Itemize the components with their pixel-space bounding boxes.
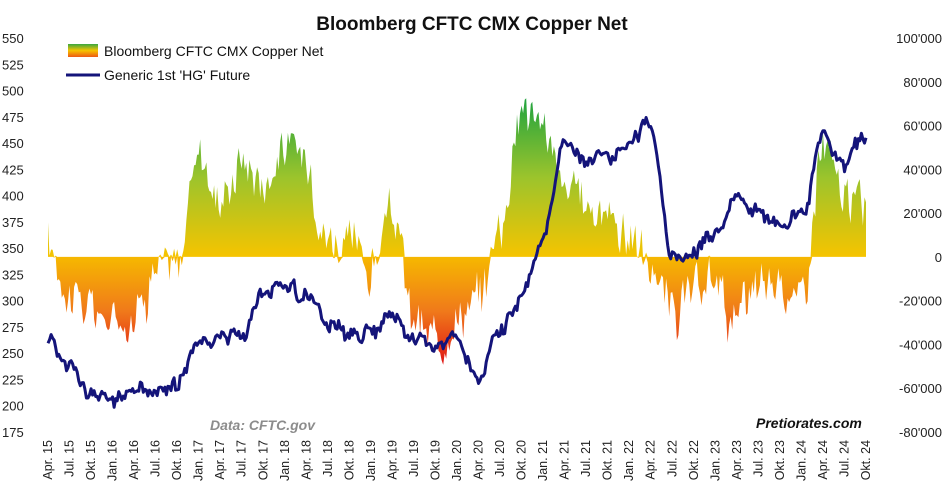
left-tick-label: 425 — [2, 162, 24, 177]
left-tick-label: 300 — [2, 294, 24, 309]
x-tick-label: Apr. 20 — [472, 440, 486, 480]
left-tick-label: 250 — [2, 346, 24, 361]
x-tick-label: Jul. 20 — [493, 440, 507, 477]
brand-watermark: Pretiorates.com — [756, 415, 862, 431]
left-axis-ticks: 550 525 500 475 450 425 400 375 350 325 300 275 250 2… — [2, 31, 24, 440]
x-tick-label: Jul. 18 — [321, 440, 335, 477]
right-tick-label: 20'000 — [903, 206, 942, 221]
left-tick-label: 325 — [2, 267, 24, 282]
left-tick-label: 200 — [2, 399, 24, 414]
x-tick-label: Jul. 16 — [149, 440, 163, 477]
right-tick-label: -40'000 — [899, 337, 942, 352]
x-tick-label: Jan. 22 — [622, 440, 636, 481]
net-positive-area — [48, 98, 866, 257]
hg-future-line — [46, 116, 868, 409]
x-tick-label: Okt. 19 — [428, 440, 442, 480]
hg-future-series-line — [46, 116, 868, 409]
chart-title: Bloomberg CFTC CMX Copper Net — [316, 14, 628, 35]
legend: Bloomberg CFTC CMX Copper Net Generic 1s… — [66, 43, 324, 83]
right-tick-label: 60'000 — [903, 119, 942, 134]
x-tick-label: Okt. 23 — [773, 440, 787, 480]
x-tick-label: Jul. 23 — [751, 440, 765, 477]
source-note: Data: CFTC.gov — [210, 417, 316, 433]
x-tick-label: Apr. 17 — [213, 440, 227, 480]
left-tick-label: 400 — [2, 189, 24, 204]
x-tick-label: Okt. 22 — [687, 440, 701, 480]
left-tick-label: 550 — [2, 31, 24, 46]
x-tick-label: Jan. 21 — [536, 440, 550, 481]
right-tick-label: -60'000 — [899, 381, 942, 396]
x-tick-label: Okt. 15 — [84, 440, 98, 480]
x-tick-label: Apr. 16 — [127, 440, 141, 480]
left-tick-label: 225 — [2, 372, 24, 387]
x-tick-label: Jul. 24 — [837, 440, 851, 477]
x-tick-label: Apr. 15 — [41, 440, 55, 480]
left-tick-label: 450 — [2, 136, 24, 151]
x-tick-label: Apr. 21 — [558, 440, 572, 480]
x-tick-label: Jan. 18 — [278, 440, 292, 481]
legend-label-net: Bloomberg CFTC CMX Copper Net — [104, 43, 324, 59]
x-tick-label: Jan. 24 — [794, 440, 808, 481]
left-tick-label: 375 — [2, 215, 24, 230]
x-tick-label: Apr. 19 — [385, 440, 399, 480]
x-axis-ticks: Apr. 15 Jul. 15 Okt. 15 Jan. 16 Apr. 16 Jul. … — [41, 440, 873, 481]
right-tick-label: -20'000 — [899, 294, 942, 309]
left-tick-label: 350 — [2, 241, 24, 256]
x-tick-label: Apr. 18 — [299, 440, 313, 480]
right-tick-label: 100'000 — [896, 31, 942, 46]
x-tick-label: Apr. 23 — [730, 440, 744, 480]
left-tick-label: 525 — [2, 57, 24, 72]
x-tick-label: Okt. 17 — [256, 440, 270, 480]
legend-swatch-net — [68, 44, 98, 57]
copper-net-area — [48, 98, 866, 365]
right-tick-label: -80'000 — [899, 425, 942, 440]
left-tick-label: 475 — [2, 110, 24, 125]
x-tick-label: Jan. 19 — [364, 440, 378, 481]
x-tick-label: Jul. 17 — [235, 440, 249, 477]
right-tick-label: 80'000 — [903, 75, 942, 90]
right-axis-ticks: 100'000 80'000 60'000 40'000 20'000 0 -20'000 -… — [896, 31, 942, 440]
x-tick-label: Okt. 21 — [601, 440, 615, 480]
x-tick-label: Jul. 19 — [407, 440, 421, 477]
right-tick-label: 0 — [935, 250, 942, 265]
x-tick-label: Jul. 15 — [63, 440, 77, 477]
x-tick-label: Okt. 24 — [859, 440, 873, 480]
x-tick-label: Apr. 22 — [644, 440, 658, 480]
x-tick-label: Okt. 16 — [170, 440, 184, 480]
left-tick-label: 275 — [2, 320, 24, 335]
x-tick-label: Jan. 20 — [450, 440, 464, 481]
x-tick-label: Okt. 18 — [342, 440, 356, 480]
x-tick-label: Jul. 21 — [579, 440, 593, 477]
right-tick-label: 40'000 — [903, 162, 942, 177]
left-tick-label: 175 — [2, 425, 24, 440]
x-tick-label: Jan. 17 — [192, 440, 206, 481]
net-negative-area — [48, 256, 866, 365]
x-tick-label: Jul. 22 — [665, 440, 679, 477]
x-tick-label: Jan. 23 — [708, 440, 722, 481]
x-tick-label: Apr. 24 — [816, 440, 830, 480]
x-tick-label: Jan. 16 — [106, 440, 120, 481]
legend-label-future: Generic 1st 'HG' Future — [104, 67, 250, 83]
left-tick-label: 500 — [2, 84, 24, 99]
x-tick-label: Okt. 20 — [515, 440, 529, 480]
